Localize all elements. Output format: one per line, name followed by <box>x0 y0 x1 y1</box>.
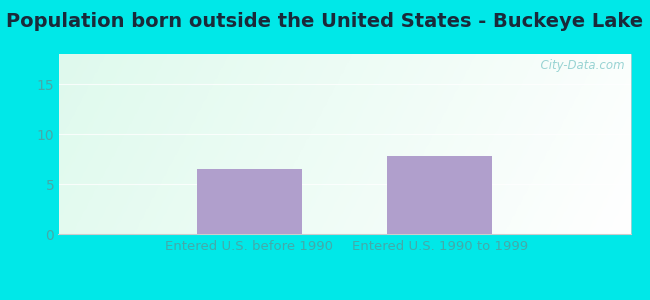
Text: City-Data.com: City-Data.com <box>533 59 625 72</box>
Bar <box>197 169 302 234</box>
Text: Population born outside the United States - Buckeye Lake: Population born outside the United State… <box>6 12 644 31</box>
Bar <box>387 156 492 234</box>
